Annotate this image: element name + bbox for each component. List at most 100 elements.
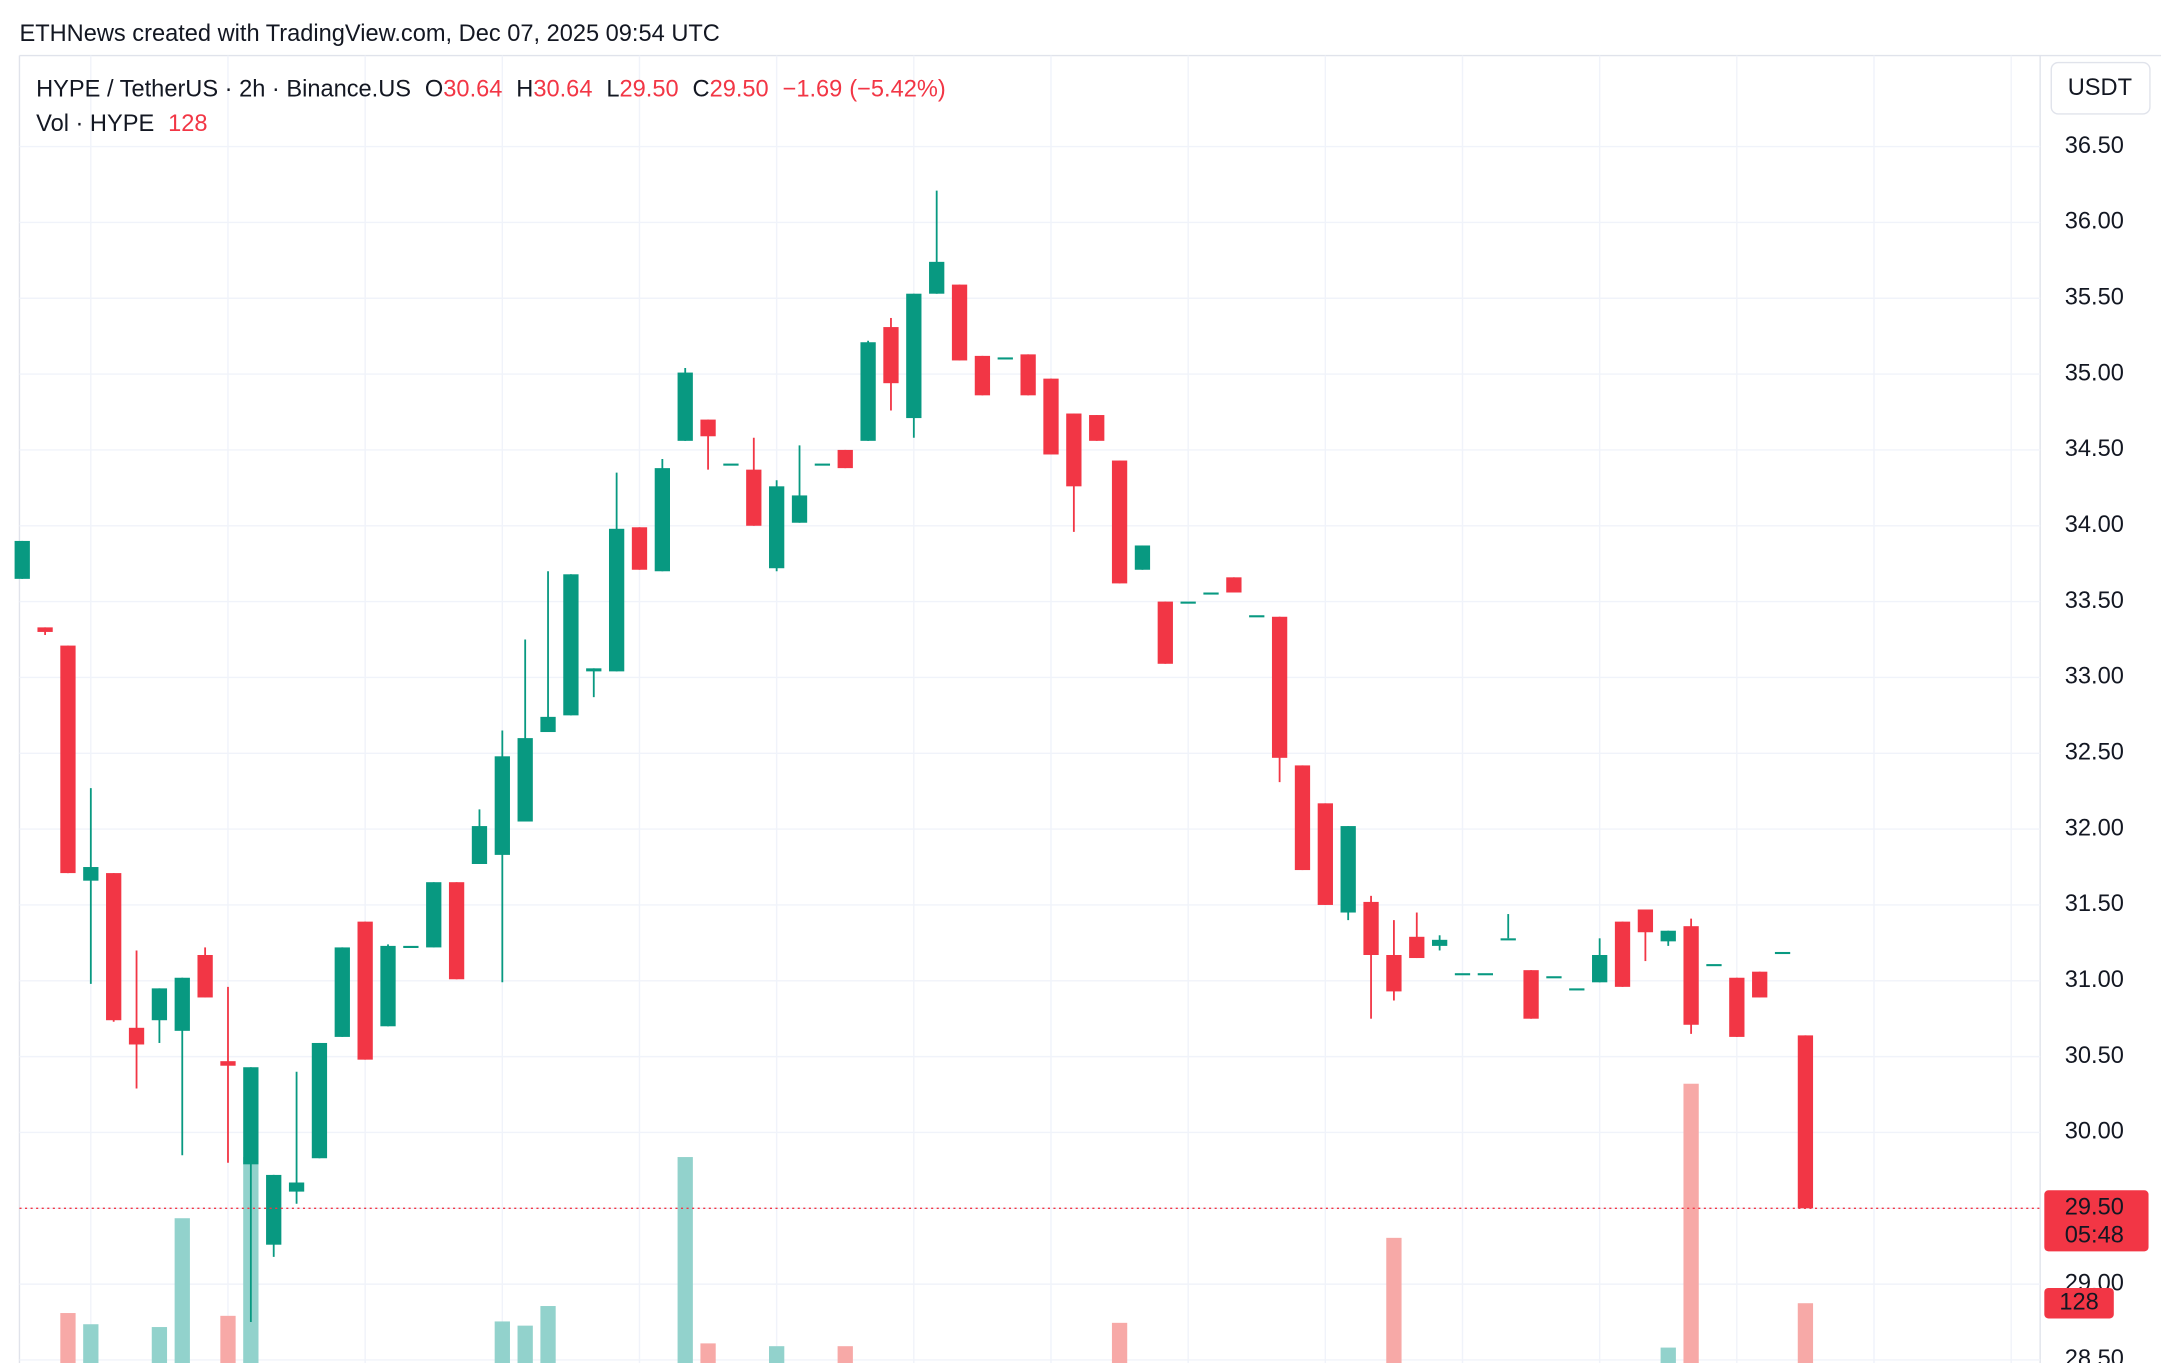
candle-body xyxy=(1660,930,1676,942)
volume-bar xyxy=(677,1157,693,1363)
candle-body xyxy=(448,882,465,980)
candle-body xyxy=(1340,826,1356,913)
candle-body xyxy=(791,495,808,523)
y-tick-label: 32.50 xyxy=(2065,740,2124,766)
candle-body xyxy=(494,756,510,855)
candle-body xyxy=(997,357,1013,360)
y-tick-label: 34.50 xyxy=(2065,436,2124,462)
legend-change: −1.69 xyxy=(783,77,843,103)
candle-body xyxy=(860,342,876,441)
candle-body xyxy=(1546,976,1562,979)
candle-body xyxy=(1797,1035,1814,1209)
candle-body xyxy=(357,921,373,1060)
candle-body xyxy=(631,527,648,570)
candle-body xyxy=(1249,615,1265,618)
volume-bar xyxy=(1797,1303,1814,1363)
candle-body xyxy=(197,954,213,998)
volume-legend: Vol · HYPE 128 xyxy=(36,111,207,137)
candle-body xyxy=(677,372,693,441)
volume-bar xyxy=(700,1343,716,1363)
candle-body xyxy=(14,540,30,579)
legend-key: L xyxy=(606,77,619,103)
last-price-label: 29.50 xyxy=(2065,1195,2124,1221)
candle-body xyxy=(837,449,853,469)
candle-body xyxy=(974,355,991,396)
candle-body xyxy=(1431,939,1448,946)
y-tick-label: 31.50 xyxy=(2065,891,2124,917)
candle-body xyxy=(334,947,350,1037)
volume-bar xyxy=(83,1324,99,1363)
candle-body xyxy=(563,574,579,716)
candle-body xyxy=(1157,601,1173,664)
candle-body xyxy=(540,716,556,733)
y-tick-label: 30.00 xyxy=(2065,1119,2124,1145)
volume-bar xyxy=(769,1346,785,1363)
y-tick-label: 31.00 xyxy=(2065,967,2124,993)
candle-body xyxy=(1226,577,1242,593)
last-price-tag xyxy=(2044,1190,2149,1252)
candle-body xyxy=(174,977,190,1031)
candle-body xyxy=(471,826,488,864)
candle-body xyxy=(608,528,625,672)
candle-body xyxy=(1020,354,1036,396)
legend-key: H xyxy=(516,77,533,103)
candle-body xyxy=(723,463,739,466)
y-tick-label: 34.00 xyxy=(2065,512,2124,538)
legend: HYPE / TetherUS · 2h · Binance.US O30.64 H… xyxy=(36,77,946,103)
axis-unit: USDT xyxy=(2068,75,2132,101)
volume-legend-label: Vol · HYPE xyxy=(36,111,154,137)
volume-bar xyxy=(151,1327,168,1363)
price-axis: 28.5029.0029.5030.0030.5031.0031.5032.00… xyxy=(19,133,2149,1363)
candle-body xyxy=(288,1182,305,1192)
candle-body xyxy=(1363,901,1379,955)
candle-body xyxy=(1386,954,1402,992)
volume-bar xyxy=(174,1218,190,1363)
countdown: 05:48 xyxy=(2065,1222,2124,1248)
candle-body xyxy=(311,1042,328,1159)
candle-body xyxy=(1409,936,1425,959)
candle-body xyxy=(60,645,76,874)
candle-body xyxy=(1089,415,1105,441)
candle-body xyxy=(746,469,762,526)
volume-bar xyxy=(540,1306,556,1363)
legend-key: O xyxy=(425,77,443,103)
candle-body xyxy=(1500,938,1516,941)
candle-body xyxy=(906,293,922,419)
candle-body xyxy=(1043,378,1059,455)
candle-body xyxy=(883,327,899,384)
candle-body xyxy=(1523,970,1539,1019)
legend-value: 30.64 xyxy=(533,77,592,103)
volume-tag xyxy=(2044,1287,2114,1319)
legend-value: 29.50 xyxy=(620,77,679,103)
candle-body xyxy=(243,1067,259,1165)
candle-body xyxy=(1454,973,1471,976)
candle-body xyxy=(1111,460,1128,584)
candle-body xyxy=(1271,616,1288,758)
candle-body xyxy=(1683,926,1699,1025)
y-tick-label: 32.00 xyxy=(2065,815,2124,841)
candle-body xyxy=(951,284,968,361)
candle-body xyxy=(1203,592,1219,595)
candle-body xyxy=(769,486,785,569)
unit-box xyxy=(2050,61,2151,115)
y-tick-label: 33.00 xyxy=(2065,664,2124,690)
candle-body xyxy=(426,882,442,948)
candle-body xyxy=(37,627,53,632)
candle-body xyxy=(1614,921,1631,987)
candle-body xyxy=(128,1027,145,1045)
volume-legend-value: 128 xyxy=(168,111,207,137)
legend-change-pct: (−5.42%) xyxy=(849,77,945,103)
candle-body xyxy=(814,463,831,466)
y-tick-label: 28.50 xyxy=(2065,1346,2124,1363)
candle-body xyxy=(380,945,396,1027)
y-tick-label: 30.50 xyxy=(2065,1043,2124,1069)
grid xyxy=(19,55,2041,1363)
candle-body xyxy=(1134,545,1151,570)
candle-body xyxy=(1294,765,1311,871)
y-tick-label: 35.00 xyxy=(2065,360,2124,386)
volume-bar xyxy=(837,1346,853,1363)
candle-body xyxy=(1774,951,1791,955)
volume-bar xyxy=(60,1313,76,1363)
candle-body xyxy=(1066,413,1082,487)
candle-body xyxy=(1317,803,1333,905)
